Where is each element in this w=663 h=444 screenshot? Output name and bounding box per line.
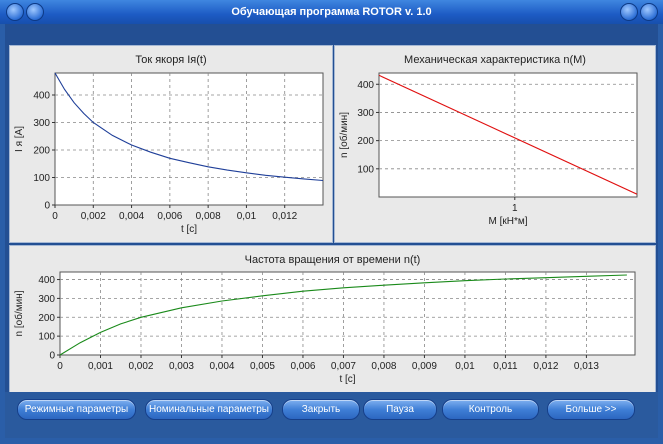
y-tick-label: 200 bbox=[357, 136, 374, 147]
close-icon[interactable] bbox=[640, 3, 658, 21]
x-tick-label: 0,012 bbox=[533, 361, 558, 372]
control-button[interactable]: Контроль bbox=[442, 399, 539, 420]
series-line-0 bbox=[378, 74, 638, 195]
x-axis-label: M [кН*м] bbox=[488, 216, 527, 227]
x-tick-label: 0 bbox=[57, 361, 63, 372]
chart-title: Механическая характеристика n(M) bbox=[404, 54, 586, 66]
pause-label: Пауза bbox=[386, 404, 414, 415]
y-tick-label: 400 bbox=[357, 80, 374, 91]
y-tick-label: 300 bbox=[357, 108, 374, 119]
x-tick-label: 0,001 bbox=[88, 361, 113, 372]
armature-current-svg: Ток якоря Iя(t) 0 0,002 0,004 0,006 0,008 0,01… bbox=[14, 54, 324, 235]
x-tick-label: 0 bbox=[52, 211, 58, 222]
system-menu-icon-2[interactable] bbox=[26, 3, 44, 21]
control-label: Контроль bbox=[468, 404, 513, 415]
x-tick-label: 0,003 bbox=[169, 361, 194, 372]
y-tick-label: 400 bbox=[38, 275, 55, 286]
nominal-parameters-label: Номинальные параметры bbox=[149, 404, 269, 415]
close-label: Закрыть bbox=[301, 404, 341, 415]
x-tick-label: 0,005 bbox=[250, 361, 275, 372]
y-axis-label: n [об/мин] bbox=[338, 112, 350, 158]
x-tick-label: 0,008 bbox=[371, 361, 396, 372]
y-tick-label: 100 bbox=[33, 173, 50, 184]
x-tick-label: 0,012 bbox=[272, 211, 297, 222]
x-tick-label: 0,006 bbox=[290, 361, 315, 372]
system-menu-icon[interactable] bbox=[6, 3, 24, 21]
y-tick-label: 300 bbox=[33, 118, 50, 129]
chart-title: Частота вращения от времени n(t) bbox=[245, 254, 421, 266]
y-tick-label: 0 bbox=[49, 351, 55, 362]
series-line-0 bbox=[59, 274, 627, 356]
armature-current-chart: Ток якоря Iя(t) 0 0,002 0,004 0,006 0,008 0,01… bbox=[9, 45, 333, 243]
y-tick-label: 400 bbox=[33, 91, 50, 102]
plot-area bbox=[54, 72, 324, 206]
series-line-0 bbox=[54, 72, 324, 182]
x-tick-label: 0,011 bbox=[493, 361, 518, 372]
y-tick-label: 100 bbox=[38, 332, 55, 343]
speed-time-svg: Частота вращения от времени n(t) 0 0,001 0,… bbox=[13, 254, 636, 385]
y-tick-label: 100 bbox=[357, 164, 374, 175]
chart-title: Ток якоря Iя(t) bbox=[135, 54, 206, 66]
nominal-parameters-button[interactable]: Номинальные параметры bbox=[145, 399, 273, 420]
x-tick-label: 0,004 bbox=[209, 361, 234, 372]
x-axis-label: t [c] bbox=[181, 224, 197, 235]
pause-button[interactable]: Пауза bbox=[363, 399, 437, 420]
x-tick-label: 0,002 bbox=[128, 361, 153, 372]
y-tick-label: 300 bbox=[38, 294, 55, 305]
x-axis-label: t [c] bbox=[339, 374, 355, 385]
more-label: Больше >> bbox=[565, 404, 617, 415]
x-tick-label: 0,004 bbox=[119, 211, 144, 222]
y-axis-label: I я [A] bbox=[14, 126, 25, 152]
x-tick-label: 0,01 bbox=[455, 361, 475, 372]
minimize-icon[interactable] bbox=[620, 3, 638, 21]
mechanical-characteristic-chart: Механическая характеристика n(M) 1 100 200 3… bbox=[334, 45, 656, 243]
mode-parameters-label: Режимные параметры bbox=[24, 404, 129, 415]
y-tick-label: 0 bbox=[44, 201, 50, 212]
x-tick-label: 0,008 bbox=[196, 211, 221, 222]
title-bar[interactable]: Обучающая программа ROTOR v. 1.0 bbox=[0, 0, 663, 24]
mechanical-characteristic-svg: Механическая характеристика n(M) 1 100 200 3… bbox=[338, 54, 638, 227]
speed-time-chart: Частота вращения от времени n(t) 0 0,001 0,… bbox=[9, 245, 656, 393]
x-tick-label: 0,007 bbox=[331, 361, 356, 372]
x-tick-label: 0,009 bbox=[412, 361, 437, 372]
y-tick-label: 200 bbox=[38, 313, 55, 324]
x-tick-label: 0,013 bbox=[574, 361, 599, 372]
y-tick-label: 200 bbox=[33, 146, 50, 157]
mode-parameters-button[interactable]: Режимные параметры bbox=[17, 399, 136, 420]
close-button[interactable]: Закрыть bbox=[282, 399, 360, 420]
window-title: Обучающая программа ROTOR v. 1.0 bbox=[231, 6, 432, 18]
x-tick-label: 1 bbox=[512, 203, 518, 214]
x-tick-label: 0,002 bbox=[81, 211, 106, 222]
plot-area bbox=[59, 271, 636, 356]
x-tick-label: 0,006 bbox=[157, 211, 182, 222]
y-axis-label: n [об/мин] bbox=[13, 290, 25, 336]
x-tick-label: 0,01 bbox=[237, 211, 257, 222]
more-button[interactable]: Больше >> bbox=[547, 399, 635, 420]
